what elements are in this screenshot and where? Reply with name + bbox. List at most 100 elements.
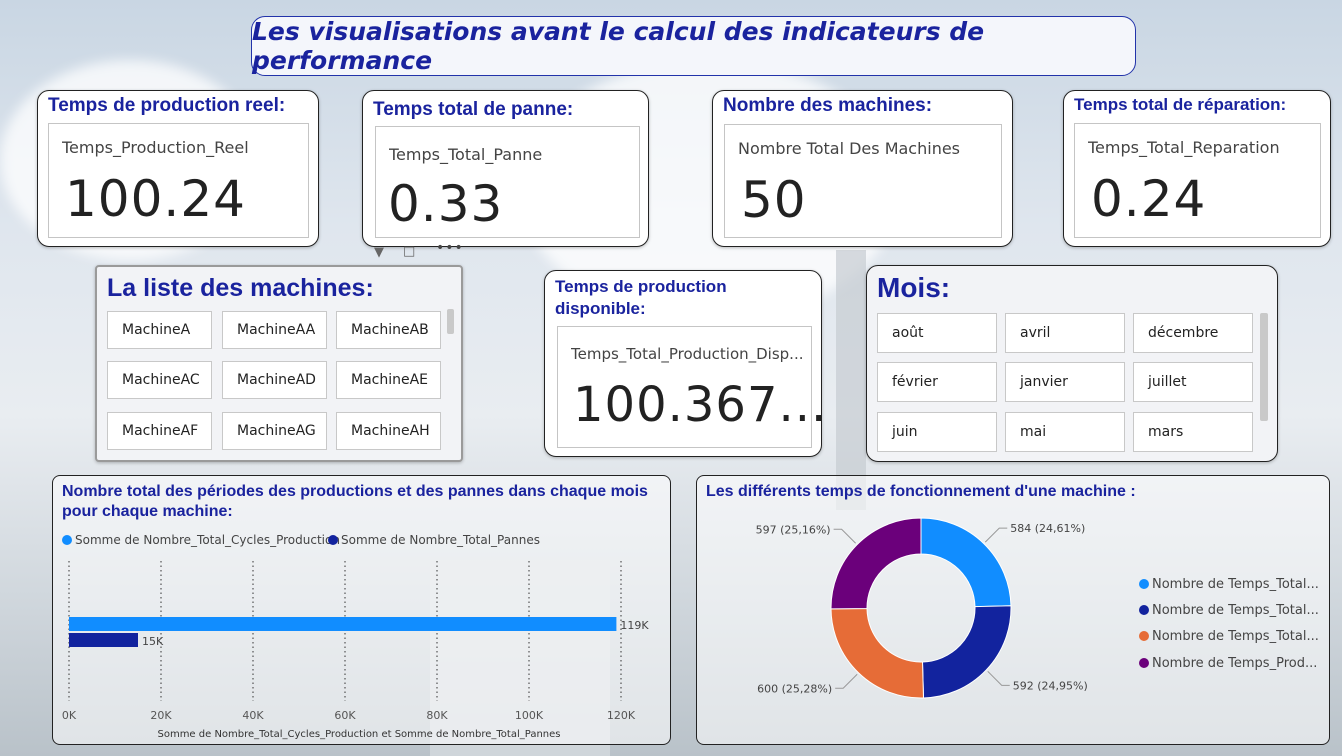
bar-chart-plot: 0K 20K 40K 60K 80K 100K 120K 119K 15K Somme de No… xyxy=(62,561,649,740)
kpi-value: 50 xyxy=(741,171,807,229)
kpi-title: Nombre des machines: xyxy=(723,95,933,116)
legend-label: Nombre de Temps_Total... xyxy=(1152,629,1319,644)
month-option[interactable]: janvier xyxy=(1005,362,1125,402)
kpi-label: Nombre Total Des Machines xyxy=(738,139,961,158)
month-option[interactable]: avril xyxy=(1005,313,1125,353)
legend-item-production[interactable]: Somme de Nombre_Total_Cycles_Production xyxy=(62,533,340,547)
legend-label: Nombre de Temps_Total... xyxy=(1152,577,1319,592)
months-slicer[interactable]: Mois: août avril décembre février janvie… xyxy=(866,265,1278,462)
kpi-title: Temps total de panne: xyxy=(373,99,574,120)
chart-title-line1: Nombre total des périodes des production… xyxy=(62,483,648,500)
kpi-card-total-reparation[interactable]: Temps total de réparation: Temps_Total_R… xyxy=(1063,90,1331,247)
machine-option[interactable]: MachineAH xyxy=(336,412,441,450)
donut-chart-card[interactable]: Les différents temps de fonctionnement d… xyxy=(696,475,1330,745)
machine-option[interactable]: MachineAE xyxy=(336,361,441,399)
slice-label: 600 (25,28%) xyxy=(757,682,832,695)
slice-leader-line xyxy=(987,670,1010,686)
slice-leader-line xyxy=(984,527,1008,543)
slicer-scrollbar[interactable] xyxy=(447,309,454,334)
month-option[interactable]: juin xyxy=(877,412,997,452)
background-chimney xyxy=(836,250,866,510)
slice-label: 584 (24,61%) xyxy=(1010,522,1085,535)
legend-item[interactable]: Nombre de Temps_Total... xyxy=(1139,629,1319,644)
machine-option[interactable]: MachineA xyxy=(107,311,212,349)
kpi-card-production-reel[interactable]: Temps de production reel: Temps_Producti… xyxy=(37,90,319,247)
legend-dot xyxy=(328,535,338,545)
legend-item[interactable]: Nombre de Temps_Total... xyxy=(1139,603,1319,618)
kpi-inner: Temps_Total_Production_Disp... 100.367..… xyxy=(557,326,826,448)
month-option[interactable]: mars xyxy=(1133,412,1253,452)
kpi-value: 0.33 xyxy=(388,175,504,233)
donut-slice xyxy=(830,608,925,699)
donut-slice xyxy=(920,517,1012,608)
kpi-value: 100.367... xyxy=(573,377,828,433)
kpi-label: Temps_Total_Panne xyxy=(389,145,543,164)
legend-dot xyxy=(1139,631,1149,641)
data-label: 119K xyxy=(620,619,649,632)
legend-item-pannes[interactable]: Somme de Nombre_Total_Pannes xyxy=(328,533,540,547)
machine-option[interactable]: MachineAA xyxy=(222,311,327,349)
legend-dot xyxy=(62,535,72,545)
month-option[interactable]: décembre xyxy=(1133,313,1253,353)
donut-slice xyxy=(921,605,1012,699)
kpi-card-production-disponible[interactable]: Temps de production disponible: Temps_To… xyxy=(544,270,826,457)
kpi-inner: Nombre Total Des Machines 50 xyxy=(724,124,1002,238)
legend-dot xyxy=(1139,605,1149,615)
bar-chart-card[interactable]: Nombre total des périodes des production… xyxy=(52,475,671,745)
machine-option[interactable]: MachineAG xyxy=(222,412,327,450)
machine-option[interactable]: MachineAB xyxy=(336,311,441,349)
x-tick-label: 0K xyxy=(62,709,77,722)
slice-label: 592 (24,95%) xyxy=(1013,679,1088,692)
x-tick-label: 60K xyxy=(334,709,356,722)
page-title: Les visualisations avant le calcul des i… xyxy=(252,17,985,75)
kpi-label: Temps_Production_Reel xyxy=(62,138,249,157)
bar-pannes xyxy=(69,633,138,647)
x-tick-label: 80K xyxy=(426,709,448,722)
kpi-title-line1: Temps de production xyxy=(555,277,727,296)
slicer-scrollbar[interactable] xyxy=(1260,313,1268,421)
page-title-box: Les visualisations avant le calcul des i… xyxy=(251,16,1136,76)
legend-item[interactable]: Nombre de Temps_Total... xyxy=(1139,577,1319,592)
kpi-card-total-panne[interactable]: Temps total de panne: Temps_Total_Panne … xyxy=(362,90,649,247)
x-tick-label: 100K xyxy=(515,709,544,722)
chart-title: Les différents temps de fonctionnement d… xyxy=(706,483,1136,500)
kpi-label: Temps_Total_Production_Disp... xyxy=(571,345,804,363)
donut-slice xyxy=(830,517,922,610)
slice-leader-line xyxy=(835,673,858,689)
kpi-label: Temps_Total_Reparation xyxy=(1088,138,1280,157)
legend-label: Nombre de Temps_Total... xyxy=(1152,603,1319,618)
legend-item[interactable]: Nombre de Temps_Prod... xyxy=(1139,656,1317,671)
more-options-icon[interactable]: ••• xyxy=(436,240,464,256)
slicer-title: La liste des machines: xyxy=(107,274,374,302)
x-axis-title: Somme de Nombre_Total_Cycles_Production … xyxy=(157,729,560,740)
month-option[interactable]: juillet xyxy=(1133,362,1253,402)
donut-chart-plot: 584 (24,61%) 592 (24,95%) 600 (25,28%) 597 … xyxy=(756,517,1088,699)
machine-option[interactable]: MachineAD xyxy=(222,361,327,399)
legend-dot xyxy=(1139,579,1149,589)
x-tick-label: 120K xyxy=(607,709,636,722)
legend-label: Somme de Nombre_Total_Pannes xyxy=(341,533,540,547)
legend-dot xyxy=(1139,658,1149,668)
filter-icon[interactable]: ▼ xyxy=(374,245,384,260)
bar-production xyxy=(69,617,617,631)
legend-label: Somme de Nombre_Total_Cycles_Production xyxy=(75,533,340,547)
kpi-card-nombre-machines[interactable]: Nombre des machines: Nombre Total Des Ma… xyxy=(712,90,1013,247)
machine-option[interactable]: MachineAC xyxy=(107,361,212,399)
kpi-title: Temps de production reel: xyxy=(48,95,286,116)
month-option[interactable]: février xyxy=(877,362,997,402)
focus-mode-icon[interactable]: □ xyxy=(403,244,416,259)
machine-option[interactable]: MachineAF xyxy=(107,412,212,450)
machines-slicer[interactable]: La liste des machines: MachineA MachineA… xyxy=(95,265,463,462)
kpi-title: Temps total de réparation: xyxy=(1074,95,1287,114)
month-option[interactable]: août xyxy=(877,313,997,353)
kpi-inner: Temps_Production_Reel 100.24 xyxy=(48,123,309,238)
kpi-value: 0.24 xyxy=(1091,170,1207,228)
slice-leader-line xyxy=(833,528,856,544)
kpi-inner: Temps_Total_Panne 0.33 xyxy=(375,126,640,238)
kpi-value: 100.24 xyxy=(65,170,246,228)
month-option[interactable]: mai xyxy=(1005,412,1125,452)
kpi-inner: Temps_Total_Reparation 0.24 xyxy=(1074,123,1321,238)
kpi-title-line2: disponible: xyxy=(555,299,646,318)
legend-label: Nombre de Temps_Prod... xyxy=(1152,656,1318,671)
slice-label: 597 (25,16%) xyxy=(756,523,831,536)
